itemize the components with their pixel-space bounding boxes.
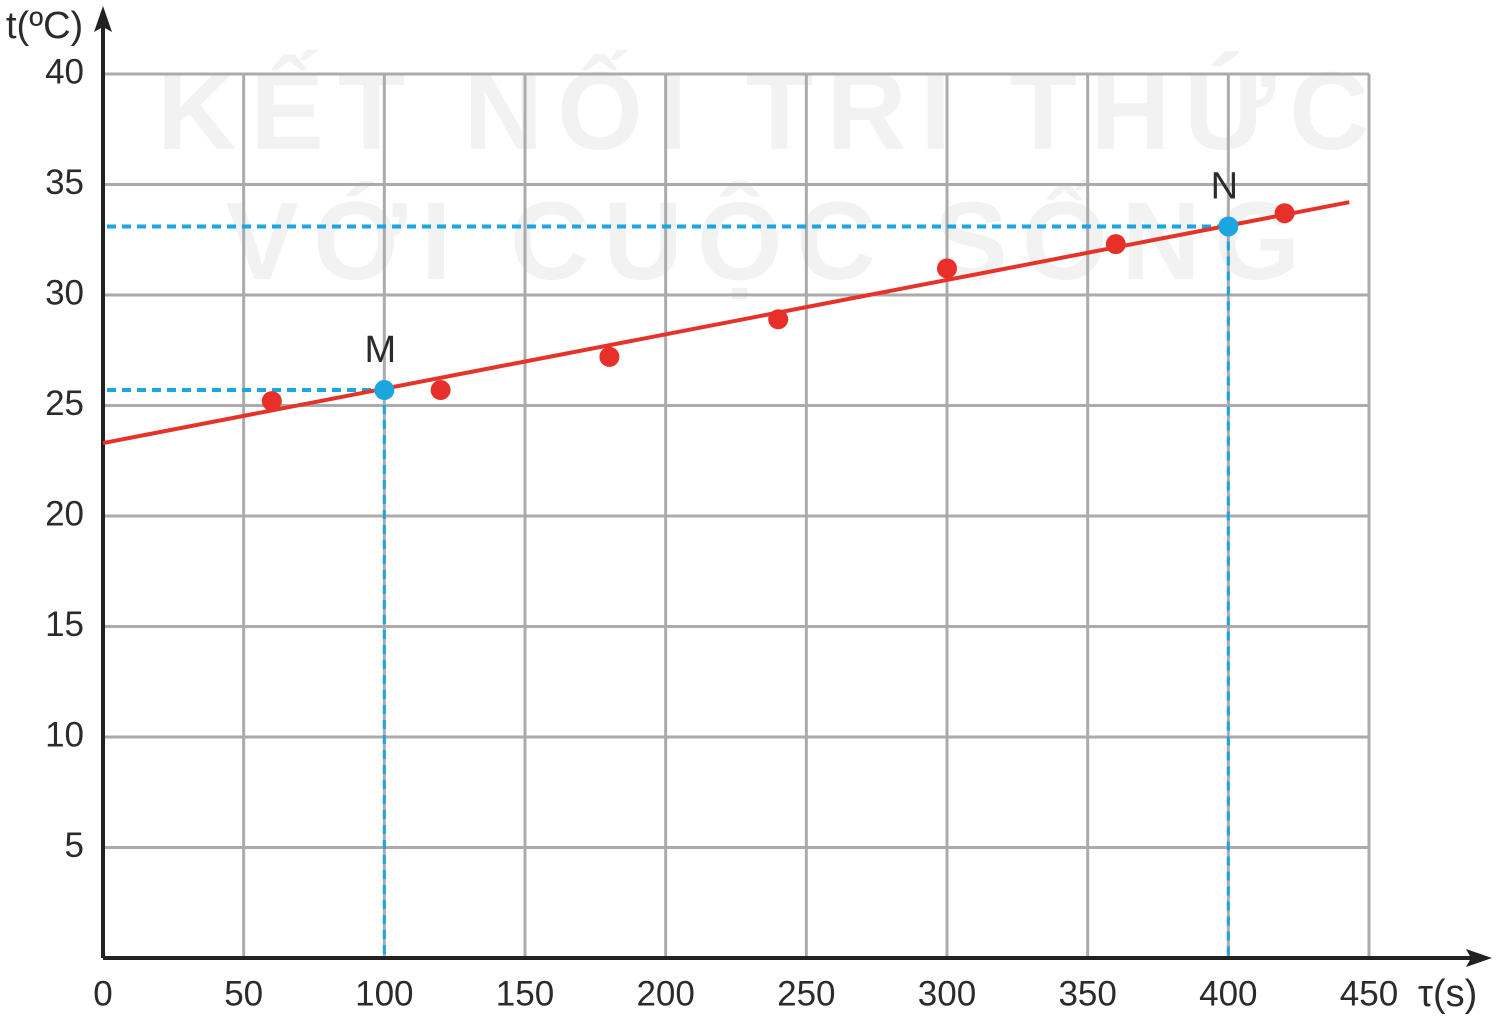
y-tick-label: 15	[45, 605, 84, 644]
data-point	[937, 258, 957, 279]
x-tick-label: 300	[918, 974, 976, 1013]
y-axis-title: t(ºC)	[6, 5, 83, 47]
data-point	[599, 346, 620, 367]
x-tick-label: 450	[1340, 974, 1398, 1013]
y-tick-label: 40	[45, 52, 84, 91]
y-tick-label: 20	[45, 494, 84, 533]
data-point	[1274, 203, 1295, 224]
point-label: N	[1211, 166, 1238, 208]
fit-line	[102, 200, 1350, 446]
x-tick-label: 50	[224, 974, 263, 1013]
point-label: M	[365, 329, 397, 371]
y-axis-arrow	[94, 6, 112, 32]
watermark-line: KẾT NỐI TRI THỨC	[157, 50, 1383, 173]
x-tick-label: 350	[1058, 974, 1116, 1013]
data-point	[261, 391, 282, 412]
x-axis-arrow	[1466, 949, 1492, 967]
x-tick-label: 0	[93, 974, 112, 1013]
data-point	[1105, 234, 1126, 255]
marked-point	[1218, 216, 1239, 237]
x-tick-label: 250	[777, 974, 835, 1013]
x-tick-label: 400	[1199, 974, 1257, 1013]
x-tick-label: 100	[355, 974, 413, 1013]
marked-point	[374, 380, 395, 401]
data-point	[430, 380, 451, 401]
y-tick-label: 30	[45, 273, 84, 312]
y-tick-label: 35	[45, 163, 84, 202]
x-tick-label: 200	[636, 974, 694, 1013]
data-point	[768, 309, 789, 330]
y-tick-label: 10	[45, 715, 84, 754]
y-tick-label: 25	[45, 384, 84, 423]
watermark: KẾT NỐI TRI THỨC VỚI CUỘC SỐNG	[157, 50, 1383, 303]
x-axis-title: τ(s)	[1418, 973, 1477, 1015]
x-tick-label: 150	[496, 974, 554, 1013]
y-tick-label: 5	[65, 826, 84, 865]
